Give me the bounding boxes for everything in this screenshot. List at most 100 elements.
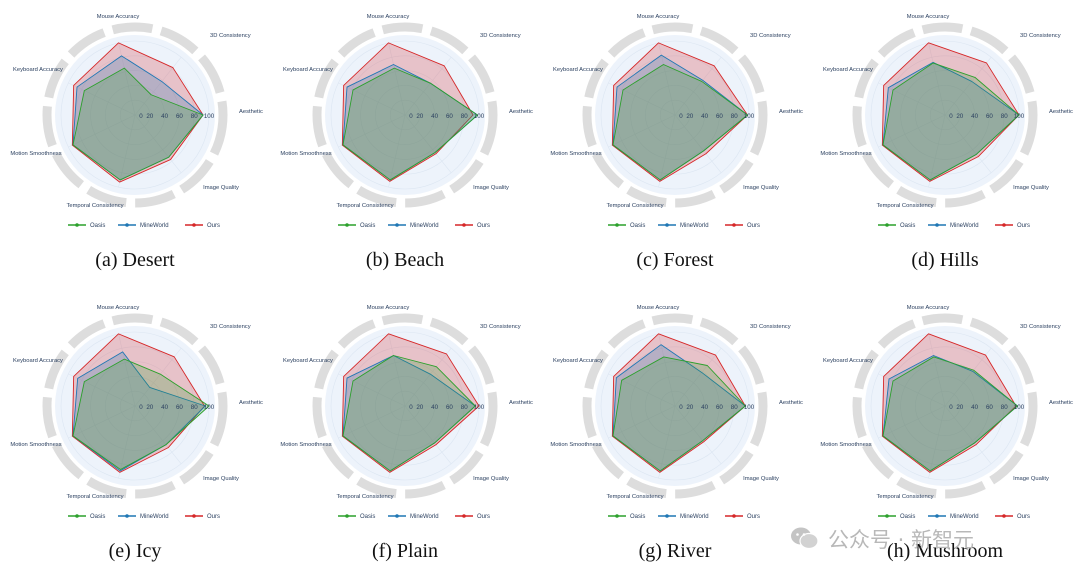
legend-item-oasis: Oasis [878,223,915,229]
axis-label: Temporal Consistency [606,494,663,500]
legend-label: Ours [747,514,760,520]
legend-marker [615,223,619,227]
series-area-ours [341,333,480,473]
radial-tick-label: 20 [956,113,963,120]
radar-chart: 0 20 40 60 80 100 Aesthetic 3D Consistency Mouse… [10,305,263,520]
axis-spoke [404,56,452,116]
axis-spoke [68,114,136,148]
axis-spoke [608,82,676,116]
legend-label: Ours [207,514,220,520]
axis-label: Aesthetic [509,109,533,115]
series-area-oasis [612,356,746,472]
legend-marker [885,514,889,518]
axis-spoke [608,373,676,407]
subfigure-caption: (c) Forest [636,249,714,271]
radial-tick-label: 100 [1014,113,1025,120]
axis-spoke [118,42,136,116]
axis-label: 3D Consistency [480,33,521,39]
series-area-ours [611,42,748,182]
axis-spoke [118,405,136,479]
axis-spoke [608,114,676,148]
radial-tick-label: 0 [679,404,683,411]
legend-marker [462,223,466,227]
radar-panel: 0 20 40 60 80 100 Aesthetic 3D Consistency Mouse… [270,0,540,290]
radial-tick-label: 100 [744,404,755,411]
axis-label: Aesthetic [779,109,803,115]
legend-label: Oasis [90,514,105,520]
legend-label: MineWorld [140,514,169,520]
legend-label: Oasis [630,514,645,520]
axis-label: Aesthetic [1049,400,1073,406]
series-area-ours [881,333,1017,473]
radial-tick-label: 60 [986,113,993,120]
axis-label: Motion Smoothness [820,151,871,157]
radial-tick-label: 0 [949,404,953,411]
legend-item-oasis: Oasis [338,223,375,229]
legend-marker [935,223,939,227]
legend-item-oasis: Oasis [878,514,915,520]
axis-label: Mouse Accuracy [907,14,950,20]
axis-label: Keyboard Accuracy [283,358,333,364]
radar-panel: 0 20 40 60 80 100 Aesthetic 3D Consistency Mouse… [540,291,810,581]
radial-tick-label: 100 [474,404,485,411]
axis-spoke [118,114,136,188]
radar-panel: 0 20 40 60 80 100 Aesthetic 3D Consistency Mouse… [540,0,810,290]
axis-spoke [674,114,722,174]
radial-tick-label: 100 [744,113,755,120]
axis-spoke [68,405,136,439]
legend-item-oasis: Oasis [338,514,375,520]
radial-tick-label: 0 [139,404,143,411]
legend-item-mineworld: MineWorld [928,514,979,520]
axis-spoke [134,114,182,174]
axis-label: Motion Smoothness [10,442,61,448]
legend-label: Oasis [90,223,105,229]
outer-ring [582,22,768,208]
radial-tick-label: 100 [474,113,485,120]
axis-label: 3D Consistency [750,33,791,39]
axis-label: Temporal Consistency [66,494,123,500]
series-area-ours [341,42,474,182]
legend-marker [192,223,196,227]
axis-label: 3D Consistency [1020,324,1061,330]
outer-ring [852,313,1038,499]
subfigure-caption: (d) Hills [911,249,979,271]
legend-marker [395,223,399,227]
outer-ring [312,22,498,208]
legend-label: MineWorld [680,514,709,520]
legend-item-ours: Ours [725,514,760,520]
radial-tick-label: 40 [971,113,978,120]
axis-label: Mouse Accuracy [97,305,140,311]
axis-label: Temporal Consistency [336,494,393,500]
radial-tick-label: 60 [986,404,993,411]
radial-tick-label: 40 [701,113,708,120]
legend-marker [192,514,196,518]
axis-label: 3D Consistency [210,33,251,39]
axis-spoke [338,114,406,148]
axis-spoke [944,56,992,116]
axis-label: Motion Smoothness [550,442,601,448]
legend-item-mineworld: MineWorld [118,223,169,229]
legend-label: Oasis [360,514,375,520]
series-area-oasis [612,64,748,181]
axis-label: Mouse Accuracy [367,305,410,311]
axis-spoke [928,42,946,116]
axis-spoke [944,114,992,174]
legend-item-ours: Ours [995,514,1030,520]
legend-label: Ours [477,223,490,229]
legend-marker [1002,223,1006,227]
axis-spoke [658,114,676,188]
legend-marker [885,223,889,227]
radial-tick-label: 40 [161,404,168,411]
series-area-oasis [342,355,476,472]
radial-tick-label: 80 [461,404,468,411]
radial-tick-label: 0 [409,404,413,411]
legend-item-ours: Ours [185,514,220,520]
axis-spoke [878,114,946,148]
legend-marker [615,514,619,518]
radial-tick-label: 60 [446,113,453,120]
legend-item-ours: Ours [725,223,760,229]
axis-spoke [134,347,182,407]
radial-tick-label: 40 [971,404,978,411]
radial-tick-label: 20 [956,404,963,411]
